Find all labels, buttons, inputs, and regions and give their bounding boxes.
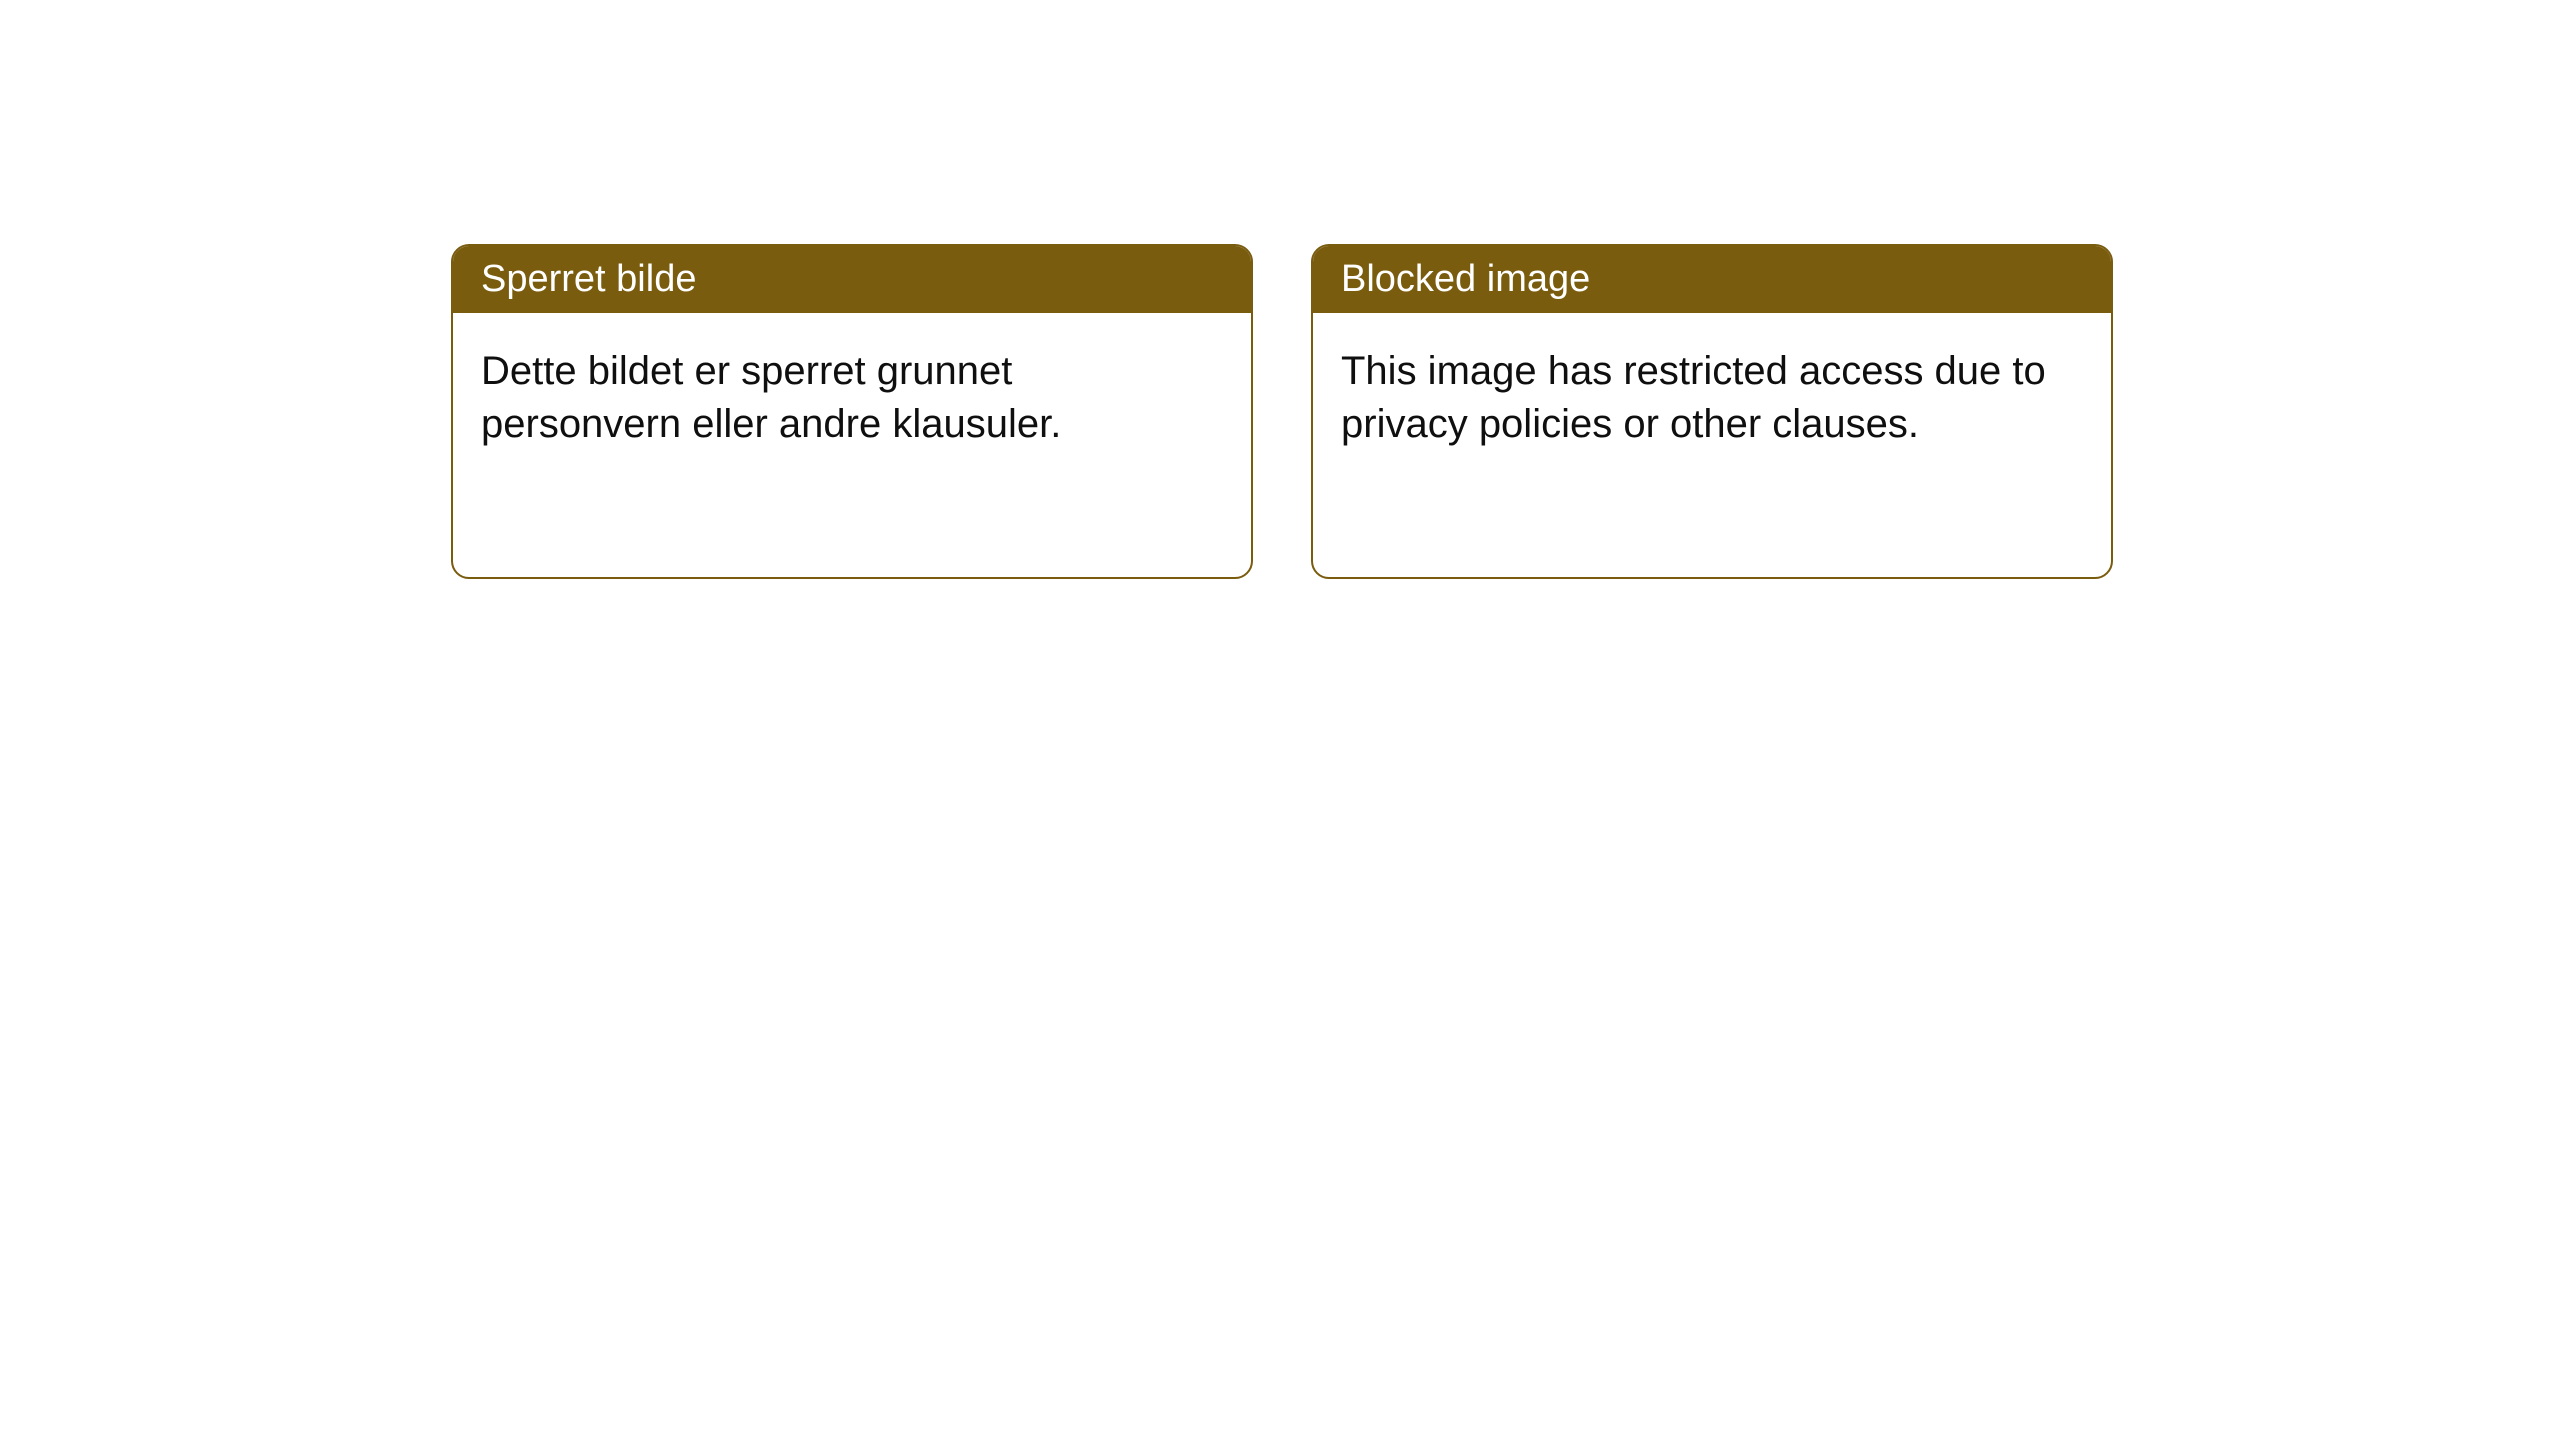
card-title: Blocked image	[1341, 258, 1590, 300]
card-header: Blocked image	[1313, 246, 2111, 313]
card-header: Sperret bilde	[453, 246, 1251, 313]
card-body: This image has restricted access due to …	[1313, 313, 2111, 483]
card-body-text: Dette bildet er sperret grunnet personve…	[481, 349, 1061, 446]
card-english: Blocked image This image has restricted …	[1311, 244, 2113, 579]
card-title: Sperret bilde	[481, 258, 696, 300]
card-body-text: This image has restricted access due to …	[1341, 349, 2046, 446]
card-body: Dette bildet er sperret grunnet personve…	[453, 313, 1251, 483]
cards-container: Sperret bilde Dette bildet er sperret gr…	[451, 244, 2113, 579]
card-norwegian: Sperret bilde Dette bildet er sperret gr…	[451, 244, 1253, 579]
